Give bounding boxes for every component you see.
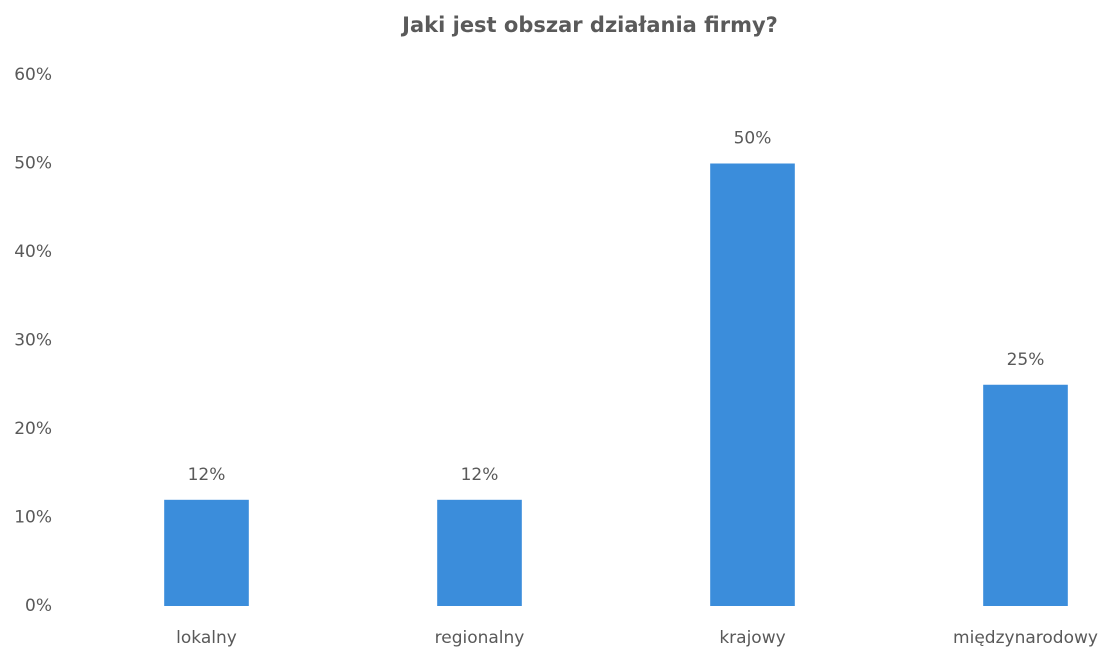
x-tick-label: krajowy: [719, 628, 785, 648]
data-label: 50%: [734, 129, 772, 149]
data-label: 12%: [188, 465, 226, 485]
chart-title: Jaki jest obszar działania firmy?: [400, 13, 778, 37]
bar: [437, 499, 522, 606]
data-label: 25%: [1007, 350, 1045, 370]
bar: [710, 163, 795, 606]
x-tick-label: międzynarodowy: [953, 628, 1098, 648]
y-tick-label: 60%: [14, 65, 52, 85]
bar: [164, 499, 249, 606]
y-tick-label: 0%: [25, 596, 52, 616]
x-tick-label: lokalny: [176, 628, 237, 648]
y-tick-label: 10%: [14, 508, 52, 528]
y-tick-label: 30%: [14, 331, 52, 351]
y-tick-label: 20%: [14, 419, 52, 439]
y-tick-label: 40%: [14, 242, 52, 262]
data-label: 12%: [461, 465, 499, 485]
x-tick-label: regionalny: [435, 628, 525, 648]
y-tick-label: 50%: [14, 154, 52, 174]
bar: [983, 384, 1068, 606]
